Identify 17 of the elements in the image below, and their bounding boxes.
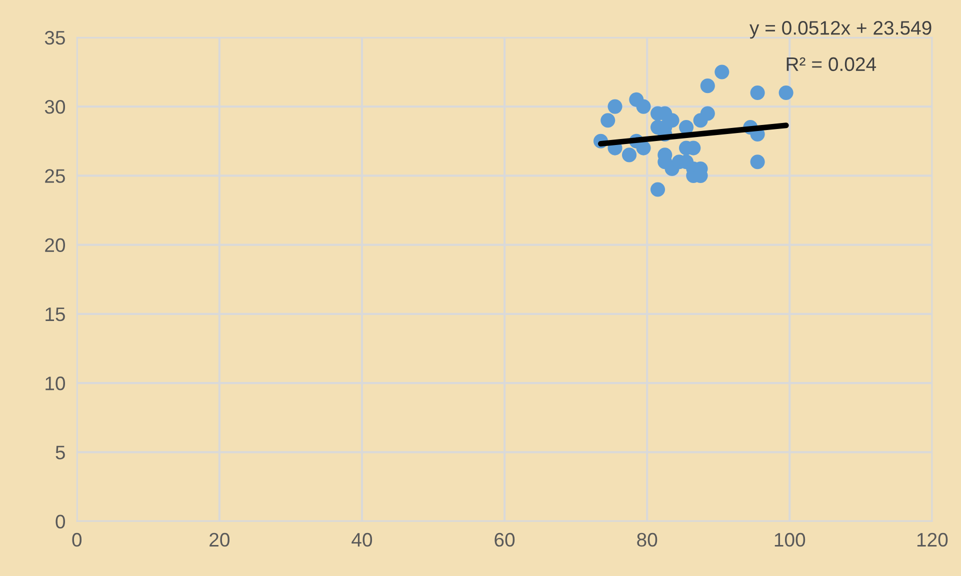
- x-tick-label: 60: [494, 532, 515, 547]
- x-tick-label: 80: [637, 532, 658, 547]
- y-tick-label: 20: [45, 238, 66, 252]
- y-tick-label: 25: [45, 169, 65, 183]
- y-tick-label: 15: [46, 308, 65, 322]
- y-tick-label: 30: [44, 100, 66, 114]
- x-tick-label: 0: [72, 532, 82, 547]
- y-tick-label: 35: [44, 30, 65, 45]
- x-tick-label: 120: [917, 532, 948, 547]
- y-tick-label: 5: [56, 446, 65, 460]
- y-tick-label: 10: [46, 376, 66, 390]
- annotation: y = 0.0512x + 23.549: [750, 21, 932, 39]
- y-tick-label: 0: [56, 514, 66, 529]
- x-tick-label: 40: [352, 532, 372, 547]
- x-tick-label: 100: [774, 532, 806, 547]
- x-tick-label: 20: [210, 532, 230, 547]
- annotation: R² = 0.024: [786, 57, 876, 72]
